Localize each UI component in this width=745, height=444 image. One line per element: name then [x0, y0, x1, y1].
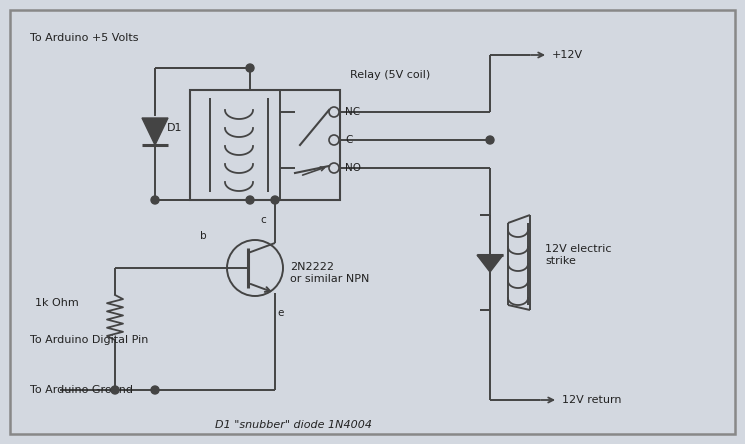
Text: To Arduino Digital Pin: To Arduino Digital Pin [30, 335, 148, 345]
Text: To Arduino +5 Volts: To Arduino +5 Volts [30, 33, 139, 43]
Text: 12V return: 12V return [562, 395, 621, 405]
Text: Relay (5V coil): Relay (5V coil) [350, 70, 431, 80]
Text: e: e [277, 308, 283, 318]
Polygon shape [477, 255, 503, 272]
Circle shape [151, 196, 159, 204]
Text: +12V: +12V [552, 50, 583, 60]
Text: NC: NC [345, 107, 360, 117]
Text: 2N2222
or similar NPN: 2N2222 or similar NPN [290, 262, 370, 284]
Circle shape [151, 386, 159, 394]
FancyBboxPatch shape [10, 10, 735, 434]
Text: b: b [200, 231, 206, 241]
Circle shape [246, 196, 254, 204]
Text: 1k Ohm: 1k Ohm [35, 297, 79, 308]
Text: 12V electric
strike: 12V electric strike [545, 244, 612, 266]
Bar [190, 90, 340, 200]
Text: To Arduino Ground: To Arduino Ground [30, 385, 133, 395]
Circle shape [271, 196, 279, 204]
Text: c: c [260, 215, 266, 225]
Circle shape [246, 64, 254, 72]
Text: NO: NO [345, 163, 361, 173]
Text: D1: D1 [167, 123, 183, 133]
Polygon shape [142, 118, 168, 145]
Circle shape [486, 136, 494, 144]
Text: D1 "snubber" diode 1N4004: D1 "snubber" diode 1N4004 [215, 420, 372, 430]
Text: C: C [345, 135, 352, 145]
Circle shape [111, 386, 119, 394]
